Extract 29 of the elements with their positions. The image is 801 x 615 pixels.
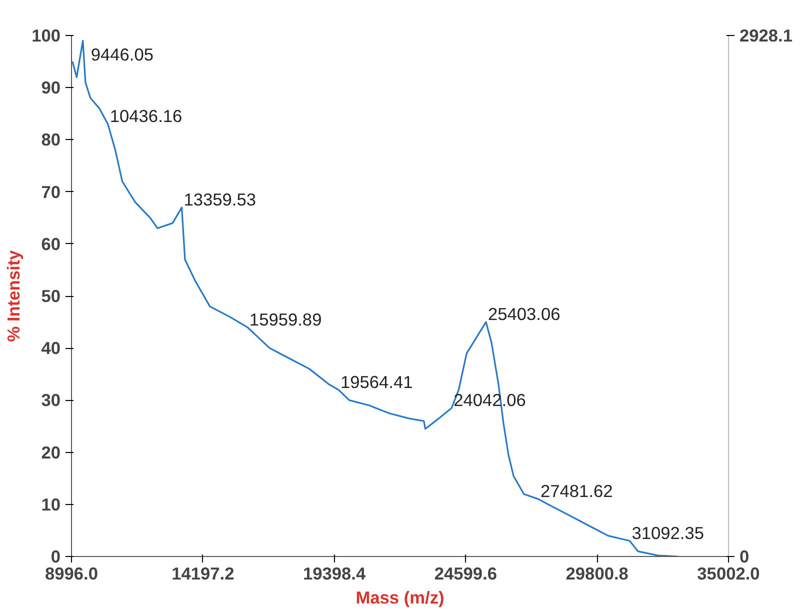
x-tick-label: 35002.0 — [697, 564, 760, 584]
y2-tick-label: 0 — [740, 546, 750, 566]
y-tick-label: 40 — [41, 338, 61, 358]
annotation: 13359.53 — [184, 189, 256, 210]
annotation: 15959.89 — [249, 309, 322, 330]
y-axis-title: % Intensity — [4, 250, 24, 342]
y-tick-label: 100 — [32, 26, 61, 46]
x-tick-label: 19398.4 — [302, 564, 366, 584]
y-tick-label: 30 — [41, 390, 61, 410]
y-tick-label: 50 — [41, 286, 61, 306]
x-tick-label: 24599.6 — [434, 564, 498, 584]
x-axis-title: Mass (m/z) — [356, 588, 444, 608]
y-tick-label: 0 — [50, 546, 61, 566]
x-tick-label: 14197.2 — [172, 564, 234, 584]
y-tick-label: 70 — [41, 182, 61, 202]
y2-tick-label: 2928.1 — [740, 26, 793, 46]
y-tick-label: 90 — [41, 78, 61, 98]
annotation: 9446.05 — [90, 44, 154, 65]
y-tick-label: 80 — [41, 130, 61, 150]
x-tick-label: 8996.0 — [45, 564, 98, 584]
y-tick-label: 20 — [41, 442, 61, 462]
annotation: 19564.41 — [340, 372, 413, 392]
y-tick-label: 60 — [41, 234, 61, 254]
x-tick-label: 29800.8 — [566, 564, 629, 584]
y-tick-label: 10 — [41, 494, 61, 514]
annotation: 25403.06 — [488, 304, 560, 324]
annotation: 31092.35 — [632, 522, 704, 543]
annotation: 10436.16 — [110, 106, 182, 126]
annotation: 27481.62 — [540, 481, 613, 502]
